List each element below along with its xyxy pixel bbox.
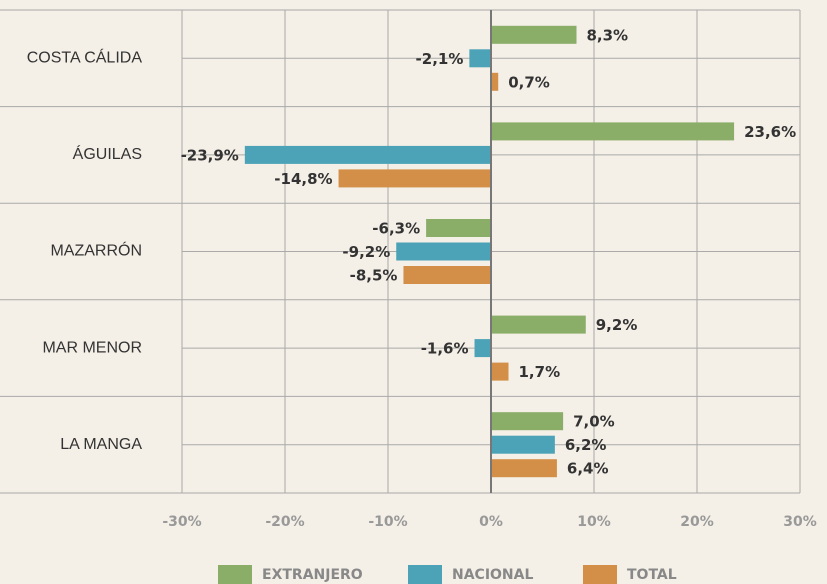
legend-swatch — [583, 565, 617, 584]
category-label: LA MANGA — [60, 436, 142, 453]
legend-label: NACIONAL — [452, 567, 533, 583]
bar — [491, 459, 557, 478]
x-tick-label: 10% — [577, 514, 611, 530]
value-label: -9,2% — [342, 243, 390, 261]
bar — [491, 25, 577, 44]
legend-label: TOTAL — [627, 567, 677, 583]
bar — [469, 49, 491, 68]
value-label: 23,6% — [744, 123, 796, 141]
value-label: 1,7% — [519, 363, 561, 381]
legend-swatch — [218, 565, 252, 584]
bar — [474, 339, 491, 358]
value-label: -14,8% — [274, 170, 332, 188]
bar — [491, 412, 564, 431]
category-label: MAR MENOR — [42, 339, 142, 356]
value-label: 6,2% — [565, 436, 607, 454]
bar — [491, 72, 499, 91]
category-label: MAZARRÓN — [50, 241, 142, 260]
bar — [338, 169, 491, 188]
bar — [491, 315, 586, 334]
bar — [491, 435, 555, 454]
category-label: COSTA CÁLIDA — [27, 48, 143, 67]
bar — [396, 242, 491, 261]
value-label: 7,0% — [573, 413, 615, 431]
x-tick-label: 0% — [479, 514, 503, 530]
value-label: 9,2% — [596, 316, 638, 334]
bar — [491, 122, 735, 141]
legend-swatch — [408, 565, 442, 584]
legend-label: EXTRANJERO — [262, 567, 363, 583]
x-tick-label: -30% — [162, 514, 201, 530]
value-label: -23,9% — [181, 146, 239, 164]
x-tick-label: -10% — [368, 514, 407, 530]
value-label: -2,1% — [416, 50, 464, 68]
value-label: -1,6% — [421, 340, 469, 358]
value-label: 8,3% — [586, 26, 628, 44]
value-label: 6,4% — [567, 460, 609, 478]
x-tick-label: 20% — [680, 514, 714, 530]
value-label: -8,5% — [350, 267, 398, 285]
bar — [426, 219, 491, 237]
bar — [244, 145, 491, 164]
category-label: ÁGUILAS — [73, 144, 142, 163]
x-tick-label: 30% — [783, 514, 817, 530]
value-label: -6,3% — [372, 220, 420, 238]
bar — [491, 362, 509, 381]
x-tick-label: -20% — [265, 514, 304, 530]
bar — [403, 266, 491, 284]
value-label: 0,7% — [508, 73, 550, 91]
